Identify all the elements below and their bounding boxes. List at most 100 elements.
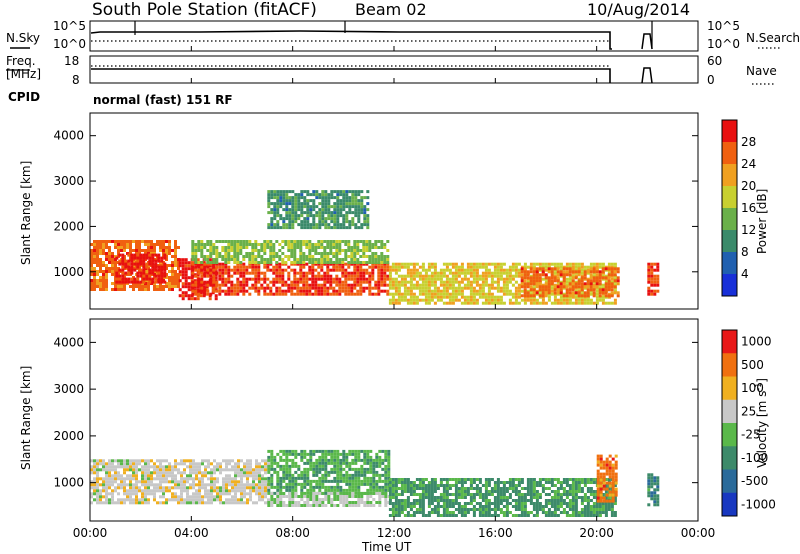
power-cell-0 bbox=[171, 255, 174, 258]
power-cell-4 bbox=[326, 246, 330, 249]
vel-cell-1 bbox=[360, 464, 364, 468]
power-cell-6 bbox=[439, 271, 443, 275]
power-cell-7 bbox=[604, 276, 608, 280]
vel-cell-0 bbox=[129, 486, 132, 490]
power-ytick-label: 1000 bbox=[53, 265, 84, 279]
vel-cell-1 bbox=[348, 464, 352, 468]
power-cell-4 bbox=[299, 240, 303, 243]
power-cell-6 bbox=[454, 289, 458, 293]
vel-cell-3 bbox=[484, 505, 488, 508]
vel-cell-0 bbox=[111, 462, 114, 466]
power-cell-2 bbox=[184, 276, 188, 280]
power-cell-4 bbox=[386, 240, 390, 243]
power-cell-6 bbox=[388, 286, 392, 290]
vel-cell-1 bbox=[318, 449, 322, 453]
power-cell-4 bbox=[320, 243, 324, 246]
vel-cell-0 bbox=[180, 492, 183, 496]
power-cell-3 bbox=[239, 271, 243, 275]
power-cell-5 bbox=[312, 208, 316, 212]
power-cell-4 bbox=[311, 261, 315, 264]
vel-cell-1 bbox=[333, 452, 337, 456]
vel-cell-1 bbox=[366, 449, 370, 453]
power-cell-3 bbox=[347, 277, 351, 281]
power-cell-3 bbox=[212, 289, 216, 293]
vel-cell-0 bbox=[96, 471, 99, 475]
vel-cell-1 bbox=[339, 473, 343, 477]
vel-cell-3 bbox=[454, 496, 458, 499]
power-cell-7 bbox=[601, 267, 605, 271]
power-cell-2 bbox=[184, 264, 188, 268]
power-cell-6 bbox=[454, 274, 458, 278]
power-cell-5 bbox=[270, 226, 274, 230]
power-cell-6 bbox=[514, 301, 518, 305]
vel-cell-3 bbox=[529, 490, 533, 493]
power-cell-3 bbox=[302, 289, 306, 293]
vel-cell-0 bbox=[90, 483, 93, 487]
power-cell-3 bbox=[218, 274, 222, 278]
vel-cell-1 bbox=[273, 467, 277, 471]
vel-cell-3 bbox=[406, 490, 410, 493]
power-cell-4 bbox=[212, 246, 216, 249]
power-cell-3 bbox=[299, 265, 303, 269]
power-cell-6 bbox=[505, 268, 509, 272]
power-cell-6 bbox=[409, 277, 413, 281]
vel-cell-0 bbox=[162, 459, 165, 463]
vel-cell-3 bbox=[484, 484, 488, 487]
power-cell-6 bbox=[391, 286, 395, 290]
power-cell-6 bbox=[514, 280, 518, 284]
power-cell-0 bbox=[159, 240, 162, 243]
power-cell-0 bbox=[96, 252, 99, 255]
power-cell-4 bbox=[344, 243, 348, 246]
vel-cell-0 bbox=[126, 489, 129, 493]
vel-cell-3 bbox=[439, 481, 443, 484]
power-cell-4 bbox=[335, 252, 339, 255]
power-cell-1 bbox=[160, 280, 164, 284]
power-cell-3 bbox=[350, 262, 354, 266]
vel-cell-1 bbox=[375, 488, 379, 492]
vel-cell-3 bbox=[496, 490, 500, 493]
power-cell-7 bbox=[598, 288, 602, 292]
power-cell-4 bbox=[293, 240, 297, 243]
vel-cell-0 bbox=[171, 486, 174, 490]
power-cell-0 bbox=[174, 246, 177, 249]
power-cell-6 bbox=[490, 295, 494, 299]
power-cell-3 bbox=[221, 277, 225, 281]
power-cell-3 bbox=[335, 268, 339, 272]
power-cell-1 bbox=[121, 259, 125, 263]
power-cell-5 bbox=[321, 190, 325, 194]
vel-cell-1 bbox=[321, 461, 325, 465]
power-cell-5 bbox=[336, 223, 340, 227]
power-cell-6 bbox=[511, 268, 515, 272]
power-cell-1 bbox=[142, 271, 146, 275]
power-cell-0 bbox=[114, 264, 117, 267]
vel-cell-0 bbox=[153, 498, 156, 502]
vel-cell-3 bbox=[445, 511, 449, 514]
power-cell-5 bbox=[324, 202, 328, 206]
power-cell-6 bbox=[580, 268, 584, 272]
power-cell-5 bbox=[282, 217, 286, 221]
power-cell-4 bbox=[233, 249, 237, 252]
power-cell-7 bbox=[610, 294, 614, 298]
power-cell-6 bbox=[523, 301, 527, 305]
power-cell-4 bbox=[299, 261, 303, 264]
power-cell-2 bbox=[184, 285, 188, 289]
vel-cell-1 bbox=[288, 473, 292, 477]
power-cell-4 bbox=[200, 252, 204, 255]
power-cell-6 bbox=[577, 262, 581, 266]
power-cell-6 bbox=[460, 292, 464, 296]
power-cell-3 bbox=[344, 268, 348, 272]
power-cell-5 bbox=[345, 226, 349, 230]
vel-cell-0 bbox=[192, 477, 195, 481]
vel-cell-1 bbox=[327, 461, 331, 465]
power-cell-3 bbox=[254, 265, 258, 269]
power-cell-5 bbox=[336, 202, 340, 206]
power-cell-8 bbox=[656, 265, 660, 269]
power-cell-6 bbox=[424, 271, 428, 275]
power-cell-6 bbox=[568, 298, 572, 302]
vel-cell-0 bbox=[120, 474, 123, 478]
power-cell-0 bbox=[105, 264, 108, 267]
vel-cell-1 bbox=[288, 476, 292, 480]
vel-cell-0 bbox=[204, 468, 207, 472]
power-cell-4 bbox=[314, 243, 318, 246]
power-cell-7 bbox=[571, 276, 575, 280]
